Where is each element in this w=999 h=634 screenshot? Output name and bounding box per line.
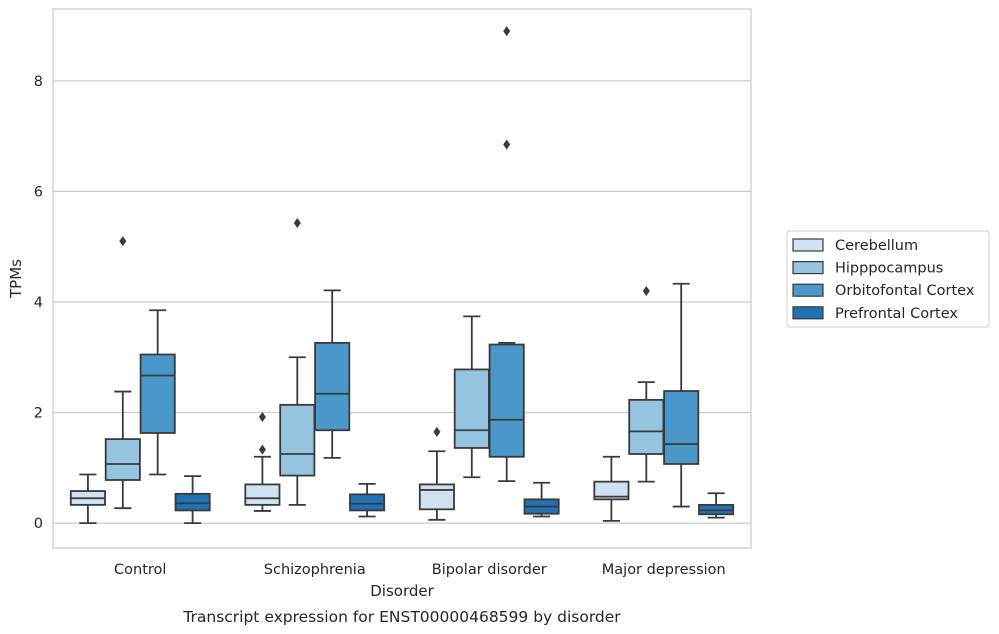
outlier-point (293, 217, 301, 228)
box-iqr (314, 342, 351, 432)
y-tick-label: 4 (34, 295, 43, 311)
box-iqr (349, 493, 386, 512)
legend-label: Cerebellum (835, 238, 918, 254)
box-2-0 (139, 309, 176, 476)
x-tick-label: Control (114, 562, 166, 578)
plot-area-frame (52, 8, 752, 549)
legend-swatch (792, 261, 824, 275)
legend-label: Orbitofontal Cortex (835, 283, 975, 299)
legend: Cerebellum Hipppocampus Orbitofontal Corte… (786, 230, 990, 328)
box-0-3 (593, 455, 630, 522)
x-tick-labels: Control Schizophrenia Bipolar disorder Majo… (114, 562, 726, 578)
box-2-2 (488, 26, 525, 483)
chart-caption: Transcript expression for ENST0000046859… (182, 608, 621, 626)
outlier-point (119, 236, 127, 247)
box-2-1 (314, 289, 351, 459)
box-0-2 (418, 426, 455, 521)
outlier-point (503, 26, 511, 37)
series-cerebellum (69, 411, 630, 525)
legend-item: Cerebellum (792, 238, 918, 254)
box-3-2 (523, 481, 560, 518)
series-prefrontal-cortex (174, 475, 735, 525)
box-1-1 (279, 217, 316, 506)
legend-frame (786, 230, 990, 328)
box-3-1 (349, 482, 386, 518)
box-series (69, 26, 735, 525)
box-iqr (174, 492, 211, 512)
box-iqr (628, 398, 665, 455)
box-iqr (139, 353, 176, 434)
legend-label: Hipppocampus (835, 261, 943, 277)
y-tick-labels: 0 2 4 6 8 (34, 74, 43, 532)
outlier-point (258, 411, 266, 422)
box-iqr (663, 390, 700, 465)
box-2-3 (663, 282, 700, 508)
box-3-3 (698, 492, 735, 519)
series-hipppocampus (104, 217, 665, 510)
x-tick-label: Bipolar disorder (432, 562, 547, 578)
box-3-0 (174, 475, 211, 525)
box-iqr (244, 483, 281, 506)
outlier-point (258, 444, 266, 455)
y-tick-label: 2 (34, 406, 43, 422)
outlier-point (642, 285, 650, 296)
legend-swatch (792, 306, 824, 320)
box-1-2 (453, 315, 490, 479)
y-axis-title: TPMs (7, 259, 25, 299)
y-tick-label: 0 (34, 516, 43, 532)
series-orbitofontal-cortex (139, 26, 700, 508)
box-iqr (418, 483, 455, 511)
box-iqr (279, 403, 316, 477)
box-iqr (593, 480, 630, 501)
y-tick-label: 8 (34, 74, 43, 90)
outlier-point (503, 139, 511, 150)
box-0-1 (244, 411, 281, 512)
legend-swatch (792, 283, 824, 297)
box-0-0 (69, 473, 106, 525)
x-axis-title: Disorder (370, 582, 434, 600)
legend-item: Prefrontal Cortex (792, 306, 958, 322)
outlier-point (433, 426, 441, 437)
legend-items: Cerebellum Hipppocampus Orbitofontal Corte… (792, 238, 975, 322)
box-iqr (488, 343, 525, 458)
legend-swatch (792, 238, 824, 252)
legend-label: Prefrontal Cortex (835, 306, 958, 322)
y-tick-label: 6 (34, 184, 43, 200)
box-1-3 (628, 285, 665, 483)
x-tick-label: Major depression (602, 562, 726, 578)
x-tick-label: Schizophrenia (264, 562, 366, 578)
box-iqr (104, 438, 141, 481)
box-iqr (453, 368, 490, 449)
legend-item: Orbitofontal Cortex (792, 283, 975, 299)
legend-item: Hipppocampus (792, 261, 943, 277)
box-1-0 (104, 236, 141, 510)
